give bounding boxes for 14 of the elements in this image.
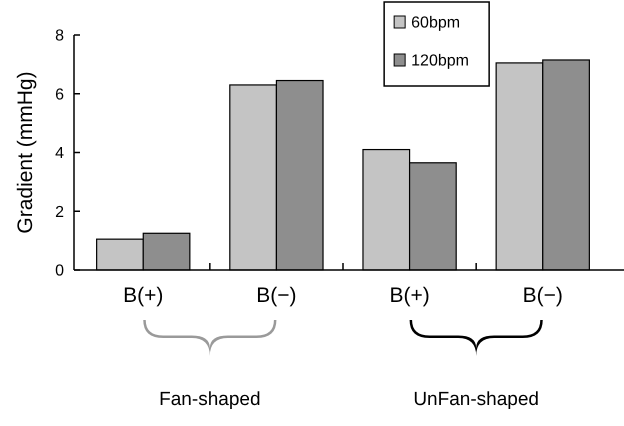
- legend-label: 60bpm: [411, 14, 460, 32]
- x-tick-label: B(+): [389, 284, 430, 307]
- legend-label: 120bpm: [411, 52, 469, 70]
- x-tick-label: B(−): [256, 284, 297, 307]
- y-tick-label: 0: [55, 262, 64, 280]
- x-tick-label: B(−): [522, 284, 563, 307]
- y-axis-title: Gradient (mmHg): [14, 71, 37, 234]
- text: Fan-shaped: [159, 389, 261, 410]
- y-tick-label: 6: [55, 86, 64, 104]
- x-tick-label: B(+): [123, 284, 164, 307]
- y-tick-label: 2: [55, 204, 64, 221]
- text: UnFan-shaped: [413, 389, 540, 410]
- y-tick-label: 8: [55, 28, 64, 45]
- y-tick-label: 4: [55, 145, 64, 162]
